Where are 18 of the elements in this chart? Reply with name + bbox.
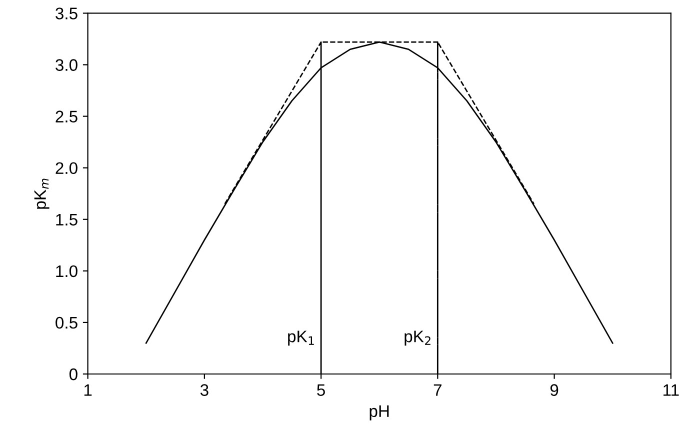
x-tick-label: 5 (317, 384, 325, 396)
y-tick-label: 0.5 (56, 316, 78, 329)
x-tick-label: 9 (550, 384, 558, 396)
y-tick-label: 3.5 (56, 8, 78, 20)
x-tick-label: 3 (200, 384, 208, 396)
x-tick-label: 1 (84, 384, 92, 396)
y-tick-label: 2.5 (56, 110, 78, 122)
x-tick-label: 11 (664, 384, 679, 396)
x-tick-label: 7 (434, 384, 442, 396)
y-axis-title: pK$_{m}$ (34, 178, 50, 209)
y-tick-label: 3.0 (56, 59, 78, 71)
annotation: pK$_{2}$ (404, 330, 430, 346)
y-tick-label: 0 (69, 368, 78, 380)
y-tick-label: 1.0 (56, 265, 78, 278)
x-axis-title: pH (370, 405, 389, 420)
y-tick-label: 2.0 (56, 162, 78, 174)
y-tick-label: 1.5 (56, 214, 78, 226)
annotation: pK$_{1}$ (288, 330, 314, 346)
